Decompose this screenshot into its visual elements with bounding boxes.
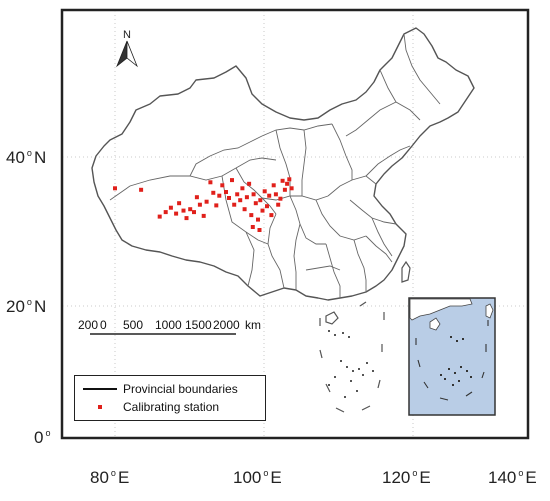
lon-value: 80 <box>90 468 109 487</box>
station-marker <box>273 192 278 197</box>
station-marker <box>214 203 219 208</box>
lon-hemi: E <box>419 468 431 487</box>
lat-value: 0 <box>34 428 44 447</box>
station-marker <box>278 196 283 201</box>
station-marker <box>247 181 252 186</box>
island-taiwan <box>401 260 411 283</box>
station-marker <box>271 183 276 188</box>
station-marker <box>197 202 202 207</box>
scale-tick-km: km <box>245 318 261 332</box>
legend-item-boundaries: Provincial boundaries <box>83 381 238 397</box>
lat-hemi: N <box>33 148 47 167</box>
station-marker <box>188 207 193 212</box>
boundary-line-icon <box>83 388 117 390</box>
station-marker <box>258 198 263 203</box>
station-marker <box>184 216 189 221</box>
station-marker <box>244 195 249 200</box>
station-marker <box>242 207 247 212</box>
station-marker <box>256 217 260 222</box>
station-marker <box>208 180 213 185</box>
north-arrow-icon: N <box>116 29 138 68</box>
station-marker <box>262 189 267 194</box>
legend-label-stations: Calibrating station <box>123 400 220 414</box>
station-marker <box>181 208 186 213</box>
lon-hemi: E <box>117 468 130 487</box>
lat-label-40: 40 o N <box>6 148 47 167</box>
lon-value: 100 <box>233 468 262 487</box>
station-marker <box>232 202 237 207</box>
station-marker <box>276 202 281 207</box>
station-marker <box>201 213 206 218</box>
island-hainan <box>325 311 339 325</box>
nine-dash-line <box>319 301 385 413</box>
graticule <box>63 11 527 437</box>
station-marker <box>217 193 222 198</box>
station-marker <box>257 228 262 232</box>
station-marker <box>260 208 265 213</box>
lon-value: 120 <box>382 468 411 487</box>
station-marker <box>174 211 179 216</box>
station-marker <box>240 186 245 191</box>
station-marker <box>250 225 255 229</box>
legend-item-stations: Calibrating station <box>83 399 219 415</box>
lon-hemi: E <box>525 468 537 487</box>
station-marker <box>227 196 231 200</box>
lat-label-20: 20 o N <box>6 297 47 316</box>
station-marker <box>282 187 287 192</box>
provincial-boundaries <box>109 33 441 298</box>
station-marker <box>139 187 144 192</box>
country-outline <box>91 27 475 301</box>
inset-frame <box>408 297 496 416</box>
station-marker <box>280 178 285 183</box>
legend: Provincial boundaries Calibrating statio… <box>74 375 266 421</box>
station-marker <box>177 201 182 206</box>
station-marker <box>285 181 290 186</box>
station-marker <box>265 204 269 209</box>
lon-label-100: 100 o E <box>233 468 282 487</box>
lon-label-80: 80 o E <box>90 468 130 487</box>
station-marker <box>168 205 173 210</box>
lon-label-120: 120 o E <box>382 468 431 487</box>
station-marker <box>220 183 225 188</box>
station-marker <box>251 192 256 197</box>
station-marker <box>253 201 258 206</box>
station-marker <box>204 199 209 204</box>
station-marker <box>194 195 199 200</box>
station-marker <box>287 177 292 182</box>
station-marker <box>249 213 254 218</box>
lon-hemi: E <box>270 468 282 487</box>
lat-hemi: N <box>33 297 47 316</box>
scs-islands <box>328 330 374 398</box>
scale-tick-0: 0 <box>100 318 107 332</box>
north-arrow-label: N <box>123 29 131 41</box>
station-marker <box>113 186 117 191</box>
station-marker <box>230 178 234 183</box>
station-marker <box>192 210 196 215</box>
lon-label-140: 140 o E <box>488 468 537 487</box>
stations-layer <box>113 177 294 232</box>
lat-value: 40 <box>6 148 25 167</box>
lat-value: 20 <box>6 297 25 316</box>
scale-tick-1500: 1500 <box>185 318 212 332</box>
station-marker <box>289 186 294 191</box>
legend-label-boundaries: Provincial boundaries <box>123 382 238 396</box>
station-marker <box>157 214 162 219</box>
station-marker <box>224 190 228 194</box>
scale-tick-1000: 1000 <box>155 318 182 332</box>
station-marker <box>211 190 216 195</box>
station-marker-icon <box>83 405 117 409</box>
station-marker <box>269 213 274 218</box>
station-marker <box>238 198 243 203</box>
scale-tick-2000: 2000 <box>213 318 240 332</box>
scale-tick-500: 500 <box>123 318 144 332</box>
lon-value: 140 <box>488 468 517 487</box>
scale-tick-200: 200 <box>78 318 99 332</box>
station-marker <box>267 193 272 198</box>
inset-map <box>408 297 496 416</box>
station-marker <box>235 192 240 197</box>
station-marker <box>163 210 168 215</box>
